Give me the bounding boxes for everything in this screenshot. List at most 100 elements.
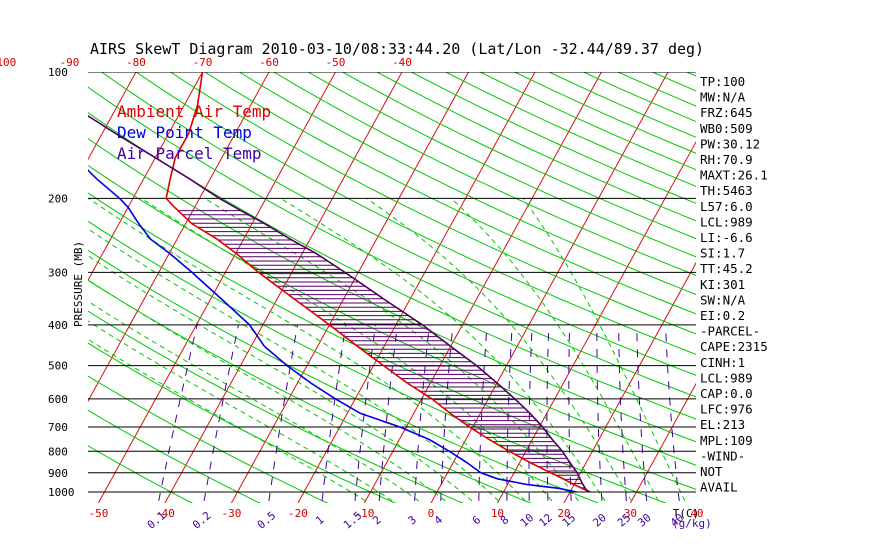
moist-adiabat-line (522, 198, 686, 502)
stat-line: FRZ:645 (700, 105, 753, 120)
dry-adiabat-line (88, 310, 464, 503)
isotherm-line (826, 53, 870, 510)
chart-grid (0, 53, 870, 510)
pressure-tick-label: 100 (48, 66, 68, 79)
mixing-ratio-line (321, 324, 347, 501)
bottom-temp-tick-label: 40 (690, 507, 703, 520)
mixing-ratio-line (203, 324, 239, 501)
mixing-ratio-label: 4 (432, 513, 446, 527)
dry-adiabat-line (513, 72, 696, 154)
isotherm-line (230, 72, 470, 503)
bottom-axis-unit: T(C) (673, 507, 700, 520)
dry-adiabat-line (88, 342, 397, 503)
pressure-tick-label: 500 (48, 360, 68, 373)
top-temp-tick-label: -80 (126, 56, 146, 69)
chart-title: AIRS SkewT Diagram 2010-03-10/08:33:44.2… (90, 40, 704, 58)
stats-panel: TP:100MW:N/AFRZ:645WB0:509PW:30.12RH:70.… (700, 74, 768, 495)
dry-adiabat-line (685, 72, 696, 77)
moist-adiabat-line (88, 279, 446, 502)
stat-line: EI:0.2 (700, 308, 745, 323)
mixing-ratio-label: 0.5 (255, 509, 279, 532)
pressure-tick-label: 1000 (48, 486, 75, 499)
top-temp-tick-label: -90 (60, 56, 80, 69)
dry-adiabat-line (88, 220, 668, 503)
moist-adiabat-line (88, 300, 420, 502)
bottom-temp-tick-label: -40 (155, 507, 175, 520)
dry-adiabat-line (307, 72, 696, 258)
mixing-ratio-label: 6 (470, 513, 483, 527)
isotherm-line (363, 72, 603, 503)
stat-line: MPL:109 (700, 433, 753, 448)
stat-line: LCL:989 (700, 214, 753, 229)
dry-adiabat-line (88, 279, 532, 503)
moist-adiabat-line (204, 197, 579, 502)
stat-line: LFC:976 (700, 402, 753, 417)
mixing-ratio-line (618, 324, 627, 501)
dry-adiabat-line (100, 72, 696, 376)
isotherm-line (760, 53, 870, 510)
stat-line: MW:N/A (700, 90, 746, 105)
stat-line: SI:1.7 (700, 246, 745, 261)
dewpoint-line (88, 169, 577, 493)
mixing-ratio-line (568, 324, 572, 501)
moist-adiabat-line (88, 320, 393, 502)
top-temp-tick-label: -70 (193, 56, 213, 69)
mixing-ratio-line (665, 324, 680, 501)
y-axis-label: PRESSURE (MB) (72, 241, 85, 327)
bottom-temp-tick-label: 20 (557, 507, 570, 520)
pressure-tick-label: 600 (48, 393, 68, 406)
moist-adiabat-line (88, 228, 499, 502)
stat-line: CAP:0.0 (700, 386, 753, 401)
top-temp-tick-label: -60 (259, 56, 279, 69)
dry-adiabat-line (88, 445, 194, 503)
mixing-ratio-label: 3 (406, 513, 419, 527)
mixing-ratio-line (158, 324, 198, 501)
stat-line: LI:-6.6 (700, 230, 753, 245)
mixing-ratio-line (414, 324, 430, 501)
mixing-ratio-label: 30 (635, 511, 654, 529)
dry-adiabat-line (88, 138, 696, 443)
stat-line: TP:100 (700, 74, 745, 89)
stat-line: L57:6.0 (700, 199, 753, 214)
moist-adiabat-line (141, 197, 553, 502)
chart-legend: Ambient Air Temp Dew Point Temp Air Parcel… (117, 102, 271, 163)
mixing-ratio-label: 2 (370, 513, 383, 527)
top-temp-tick-label: -50 (326, 56, 346, 69)
mixing-ratio-line (596, 324, 603, 501)
dry-adiabat-line (410, 72, 696, 204)
isotherm-line (0, 53, 80, 510)
stat-line: -PARCEL- (700, 324, 760, 339)
dry-adiabat-line (88, 86, 696, 398)
isotherm-line (0, 53, 14, 510)
bottom-temp-tick-label: 10 (491, 507, 504, 520)
mixing-ratio-line (268, 324, 299, 501)
bottom-temp-tick-label: -10 (355, 507, 375, 520)
pressure-tick-label: 300 (48, 266, 68, 279)
moist-adiabat-line (280, 197, 606, 502)
profile-lines (88, 72, 591, 493)
mixing-ratio-line (636, 324, 648, 501)
isotherm-line (88, 72, 204, 282)
isotherm-line (430, 72, 669, 503)
stat-line: EL:213 (700, 417, 745, 432)
mixing-ratio-label: 10 (518, 511, 537, 529)
isotherm-line (563, 261, 696, 503)
moist-adiabat-line (88, 338, 366, 502)
stat-line: KI:301 (700, 277, 745, 292)
bottom-temp-tick-label: 30 (624, 507, 637, 520)
stat-line: TT:45.2 (700, 261, 753, 276)
moist-adiabat-line (88, 197, 526, 502)
mixing-ratio-line (440, 324, 454, 501)
isotherm-line (164, 72, 403, 503)
pressure-tick-label: 800 (48, 445, 68, 458)
dry-adiabat-line (88, 375, 329, 503)
pressure-tick-label: 400 (48, 319, 68, 332)
bottom-temp-tick-label: -50 (89, 507, 109, 520)
mixing-ratio-line (354, 324, 377, 501)
pressure-tick-label: 200 (48, 192, 68, 205)
stat-line: AVAIL (700, 480, 738, 495)
isotherm-line (97, 72, 337, 503)
mixing-ratio-label: 12 (536, 511, 555, 529)
bottom-temp-tick-label: -30 (222, 507, 242, 520)
